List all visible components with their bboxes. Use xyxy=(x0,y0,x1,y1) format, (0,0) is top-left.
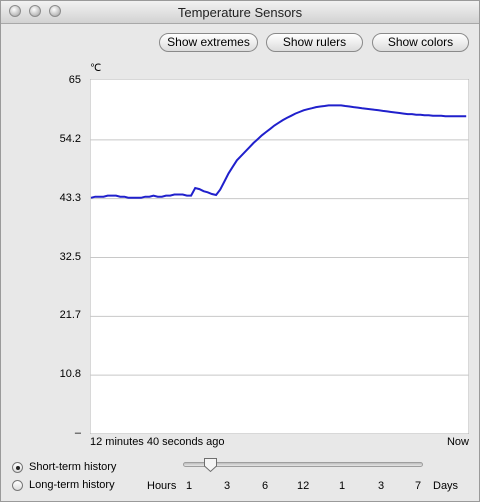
y-tick-label: 54.2 xyxy=(59,132,81,145)
temperature-series-line xyxy=(90,104,467,199)
days-label: Days xyxy=(433,480,459,492)
tick-days-3: 3 xyxy=(378,480,385,492)
plot-area xyxy=(90,79,469,434)
show-rulers-button[interactable]: Show rulers xyxy=(266,33,363,52)
tick-hours-6: 6 xyxy=(262,480,269,492)
tick-days-1: 1 xyxy=(339,480,346,492)
hours-label: Hours xyxy=(147,480,177,492)
y-tick-label: 32.5 xyxy=(59,250,81,263)
short-term-label[interactable]: Short-term history xyxy=(29,461,117,473)
close-icon[interactable] xyxy=(9,5,21,17)
tick-hours-1: 1 xyxy=(186,480,193,492)
long-term-radio[interactable] xyxy=(12,480,23,491)
long-term-label[interactable]: Long-term history xyxy=(29,479,115,491)
temperature-chart xyxy=(90,79,469,434)
tick-hours-3: 3 xyxy=(224,480,231,492)
y-tick-label: 65 xyxy=(68,74,81,86)
y-tick-label: 21.7 xyxy=(59,309,81,322)
chart-svg xyxy=(90,79,469,434)
window-title: Temperature Sensors xyxy=(177,5,303,20)
history-range-slider[interactable] xyxy=(183,462,423,467)
unit-label: ℃ xyxy=(90,63,102,74)
show-extremes-button[interactable]: Show extremes xyxy=(159,33,258,52)
show-colors-button[interactable]: Show colors xyxy=(372,33,469,52)
x-end-label: Now xyxy=(446,436,469,448)
tick-days-7: 7 xyxy=(415,480,422,492)
tick-hours-12: 12 xyxy=(297,480,310,492)
titlebar: Temperature Sensors xyxy=(1,1,479,24)
x-start-label: 12 minutes 40 seconds ago xyxy=(90,436,225,448)
y-tick-label: 10.8 xyxy=(59,368,81,381)
zoom-icon[interactable] xyxy=(49,5,61,17)
short-term-radio[interactable] xyxy=(12,462,23,473)
minimize-icon[interactable] xyxy=(29,5,41,17)
y-tick-label: 43.3 xyxy=(59,191,81,204)
slider-knob-icon[interactable] xyxy=(203,457,218,473)
y-tick-label: – xyxy=(74,427,81,439)
